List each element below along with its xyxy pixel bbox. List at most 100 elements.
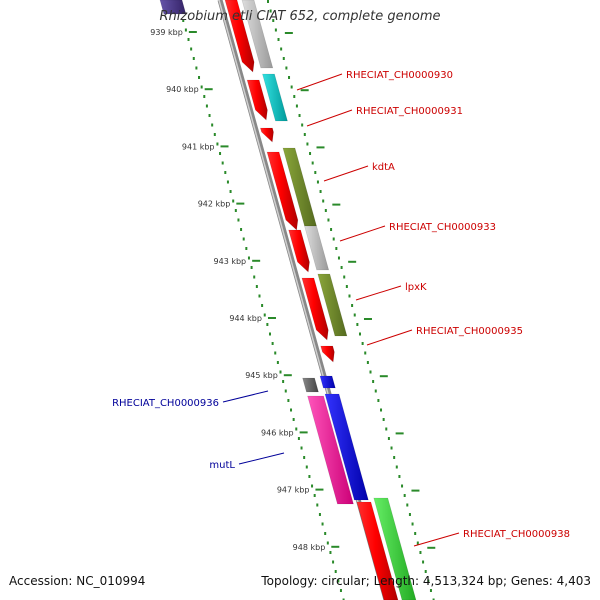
tick-label: 943 kbp <box>214 257 247 266</box>
track-dot <box>390 446 393 450</box>
tick-dot <box>334 570 337 573</box>
track-dot <box>316 180 319 184</box>
track-dot <box>272 19 275 22</box>
track-dot <box>295 104 298 108</box>
track-dot <box>282 57 285 60</box>
track-dot <box>311 161 314 165</box>
tick-dot <box>303 456 306 459</box>
tick-label: 945 kbp <box>245 371 278 380</box>
gene-label: RHECIAT_CH0000930 <box>346 70 453 81</box>
tick-dot <box>287 399 290 402</box>
tick-dot <box>339 589 342 592</box>
gene-feature <box>317 273 348 337</box>
tick-dot <box>300 446 303 450</box>
tick-dot <box>282 380 285 383</box>
track-dot <box>432 598 435 600</box>
track-dot <box>385 427 388 431</box>
tick-dot <box>318 513 321 516</box>
gene-feature <box>159 0 187 15</box>
tick-dot <box>324 532 327 535</box>
tick-label: 940 kbp <box>166 85 199 94</box>
track-dot <box>398 475 401 478</box>
gene-features <box>159 0 417 600</box>
track-dot <box>301 123 304 127</box>
gene-feature <box>260 127 274 143</box>
tick-label: 942 kbp <box>198 200 231 209</box>
map-title: Rhizobium etli CIAT 652, complete genome <box>159 9 441 24</box>
gene-feature <box>307 395 354 505</box>
track-dot <box>327 218 330 222</box>
tick-dot <box>213 133 216 136</box>
gene-feature <box>304 225 330 271</box>
accession-text: Accession: NC_010994 <box>9 574 146 588</box>
tick-label: 939 kbp <box>150 28 183 37</box>
track-dot <box>274 28 277 32</box>
tick-dot <box>237 218 240 222</box>
tick-dot <box>305 465 308 469</box>
tick-dot <box>221 161 224 165</box>
tick-dot <box>187 38 190 41</box>
track-dot <box>309 152 312 155</box>
gene-feature <box>262 73 288 122</box>
track-dot <box>416 541 419 545</box>
tick-dot <box>190 47 193 51</box>
gene-feature <box>288 229 310 273</box>
tick-dot <box>216 142 219 146</box>
gene-label: RHECIAT_CH0000933 <box>389 222 496 233</box>
tick-dot <box>245 247 248 250</box>
tick-label: 947 kbp <box>277 486 310 495</box>
gene-label: RHECIAT_CH0000935 <box>416 326 523 337</box>
track-dot <box>393 456 396 459</box>
gene-leader-line <box>296 73 343 91</box>
tick-dot <box>234 209 237 212</box>
track-dot <box>288 76 291 79</box>
gene-leader-line <box>238 452 285 465</box>
gene-label: RHECIAT_CH0000931 <box>356 106 463 117</box>
track-dot <box>380 408 383 412</box>
gene-leader-line <box>339 225 386 242</box>
tick-dot <box>184 28 187 32</box>
track-dot <box>351 304 354 307</box>
track-dot <box>422 560 425 564</box>
tick-dot <box>263 313 266 317</box>
track-dot <box>429 589 432 592</box>
track-dot <box>306 142 309 146</box>
gene-feature <box>373 497 417 600</box>
gene-leader-line <box>355 285 402 301</box>
track-dot <box>358 332 361 336</box>
gene-label: RHECIAT_CH0000936 <box>112 398 219 409</box>
gene-leader-line <box>306 109 353 127</box>
tick-dot <box>332 560 335 564</box>
tick-dot <box>290 408 293 412</box>
track-dot <box>369 370 372 374</box>
tick-dot <box>342 598 345 600</box>
tick-dot <box>198 76 201 79</box>
tick-dot <box>182 19 185 22</box>
gene-label: lpxK <box>405 282 427 293</box>
tick-dot <box>274 351 277 355</box>
tick-dot <box>271 342 274 345</box>
track-dot <box>419 551 422 554</box>
tick-dot <box>224 171 227 174</box>
track-dot <box>293 95 296 98</box>
track-dot <box>285 66 288 70</box>
tick-track <box>177 0 435 600</box>
tick-dot <box>211 123 214 127</box>
tick-dot <box>284 389 287 393</box>
tick-dot <box>253 275 256 279</box>
tick-dot <box>192 57 195 60</box>
tick-label: 944 kbp <box>229 314 262 323</box>
tick-dot <box>292 418 295 421</box>
tick-dot <box>226 180 229 184</box>
gene-leader-line <box>366 329 413 346</box>
track-dot <box>403 494 406 497</box>
track-dot <box>374 389 377 393</box>
tick-dot <box>203 95 206 98</box>
tick-dot <box>261 304 264 307</box>
track-dot <box>408 513 411 516</box>
track-dot <box>332 237 335 241</box>
gene-feature <box>324 393 369 501</box>
track-dot <box>406 503 409 507</box>
tick-dot <box>200 85 203 89</box>
